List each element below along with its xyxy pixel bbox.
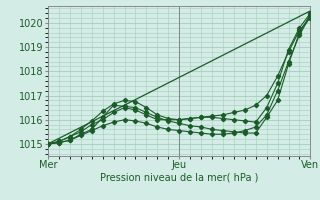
X-axis label: Pression niveau de la mer( hPa ): Pression niveau de la mer( hPa ): [100, 173, 258, 183]
